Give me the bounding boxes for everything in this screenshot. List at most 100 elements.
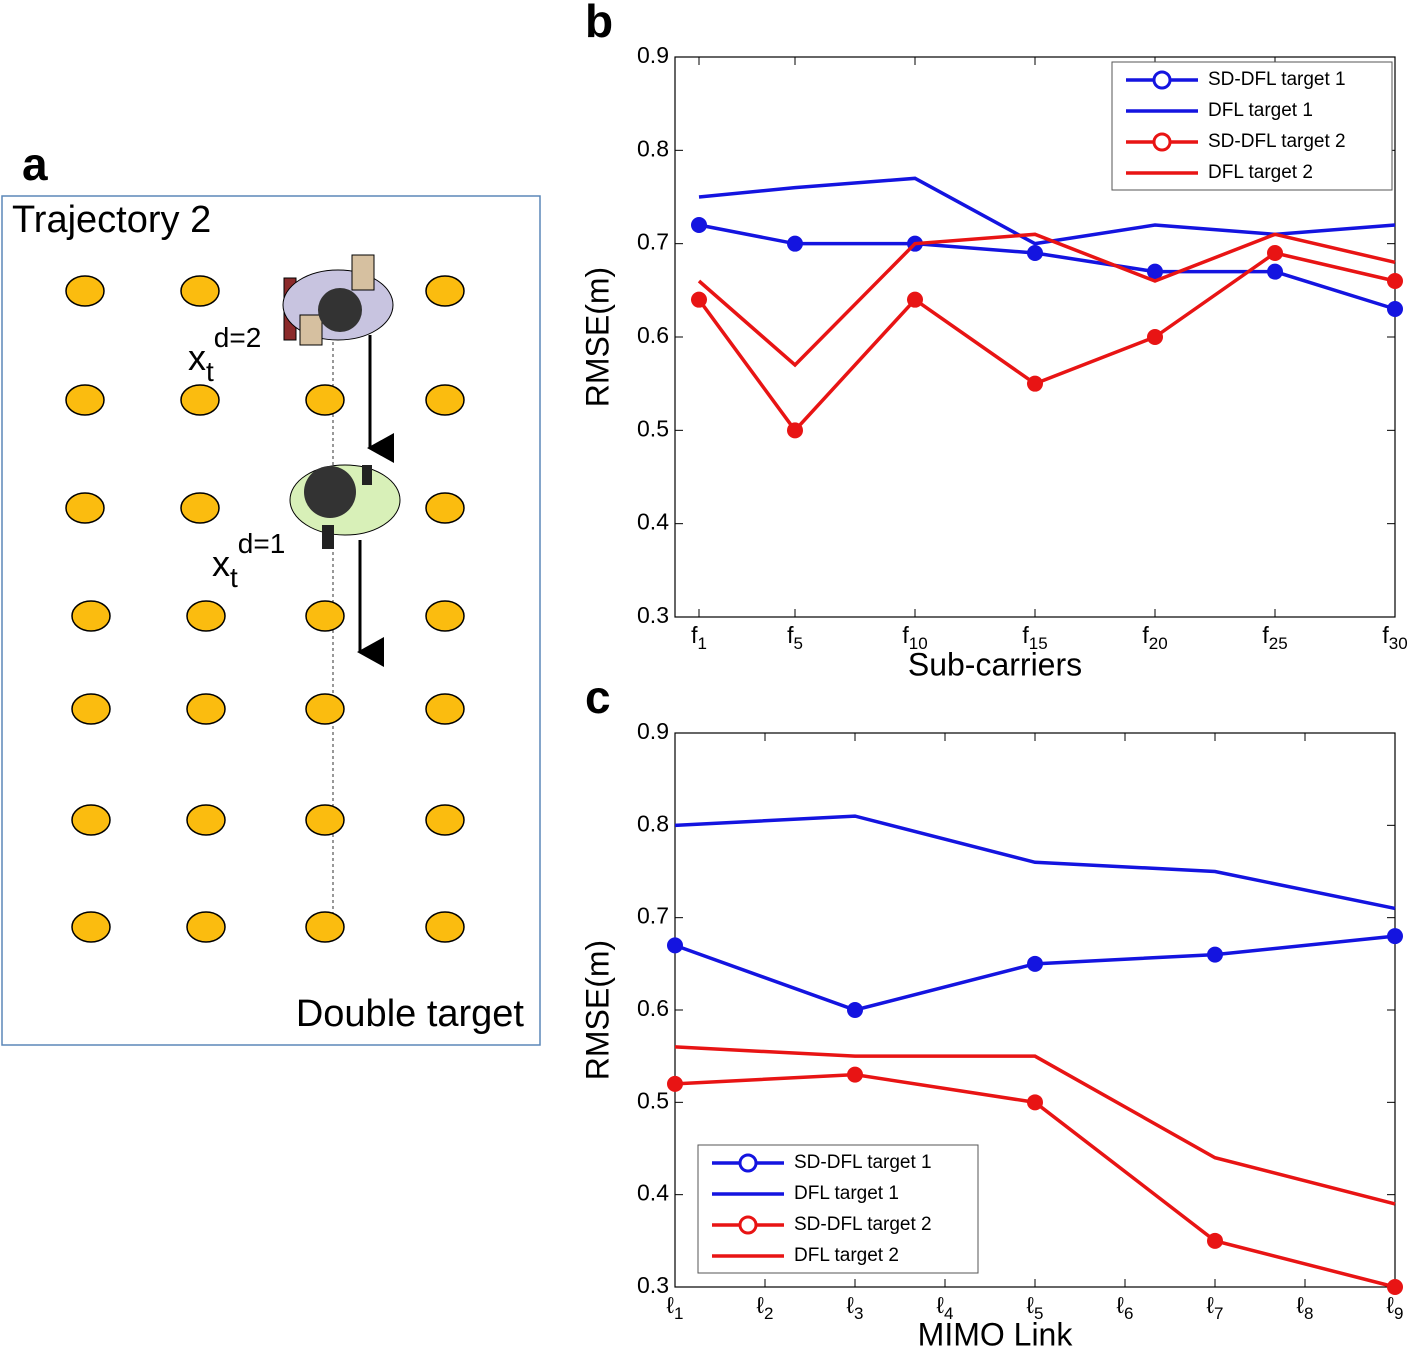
y-axis-label: RMSE(m) [579,940,615,1080]
legend-label: SD-DFL target 1 [1208,69,1346,90]
x-tick-label: ℓ4 [937,1292,954,1323]
legend-label: DFL target 2 [794,1245,899,1266]
data-point [787,235,803,252]
data-point [691,217,707,233]
floor-sensor [425,911,465,943]
data-point [1207,1232,1223,1249]
y-tick-label: 0.6 [637,995,669,1021]
legend-marker [1152,132,1172,152]
x-tick-label: f20 [1142,622,1167,653]
y-tick-label: 0.7 [637,229,669,255]
floor-sensor [180,275,220,307]
y-tick-label: 0.8 [637,810,669,836]
floor-sensor [71,693,111,725]
panel-label: a [22,138,48,190]
floor-sensor [305,804,345,836]
floor-sensor [305,911,345,943]
series-line [674,1045,1396,1206]
y-tick-label: 0.9 [637,718,669,744]
floor-sensor [425,600,465,632]
position-label: xtd=2 [188,322,261,387]
label-sup: d=1 [238,528,286,559]
data-point [1267,263,1283,280]
data-point [1267,245,1283,261]
panel-label: c [585,671,611,723]
y-tick-label: 0.4 [637,509,669,535]
legend-label: SD-DFL target 1 [794,1152,932,1173]
panel-label: b [585,0,613,47]
floor-sensor [71,600,111,632]
x-tick-label: ℓ8 [1297,1292,1314,1323]
diagram-frame [1,195,541,1046]
data-point [787,422,803,439]
floor-sensor [180,492,220,524]
person [282,254,394,346]
floor-sensor [425,492,465,524]
legend-label: SD-DFL target 2 [1208,131,1346,152]
series-line [674,814,1396,911]
data-point [1207,946,1223,963]
data-point [1147,263,1163,280]
y-tick-label: 0.6 [637,322,669,348]
y-tick-label: 0.3 [637,602,669,628]
data-point [847,1066,863,1083]
y-tick-label: 0.3 [637,1272,669,1298]
floor-sensor [186,804,226,836]
x-tick-label: ℓ7 [1207,1292,1224,1323]
x-tick-label: ℓ3 [847,1292,864,1323]
series-line [697,251,1396,434]
floor-sensor [65,492,105,524]
floor-sensor [186,911,226,943]
data-point [691,291,707,308]
y-tick-label: 0.9 [637,42,669,68]
floor-sensor [186,693,226,725]
x-tick-label: f15 [1022,622,1047,653]
y-tick-label: 0.5 [637,415,669,441]
data-point [1147,329,1163,345]
x-tick-label: f1 [691,622,707,653]
y-tick-label: 0.4 [637,1180,669,1206]
x-tick-label: f10 [902,622,927,653]
floor-sensor [425,693,465,725]
label-sub: t [206,356,214,387]
x-tick-label: ℓ1 [667,1292,684,1323]
floor-sensor [180,384,220,416]
label-sub: t [230,562,238,593]
floor-sensor [71,804,111,836]
data-point [667,1075,683,1092]
x-tick-label: f25 [1262,622,1287,653]
series-line [697,232,1396,368]
x-tick-label: ℓ5 [1027,1292,1044,1323]
label-sup: d=2 [214,322,262,353]
data-point [1387,301,1403,317]
y-axis-label: RMSE(m) [579,267,615,407]
data-point [907,291,923,308]
y-tick-label: 0.8 [637,135,669,161]
floor-sensor [65,384,105,416]
x-axis-label: MIMO Link [918,1316,1074,1352]
data-point [667,937,683,954]
diagram-title: Trajectory 2 [12,199,211,241]
person [289,464,401,549]
data-point [1027,955,1043,972]
data-point [1027,1094,1043,1111]
x-tick-label: f30 [1382,622,1407,653]
label-base: x [212,543,230,584]
y-tick-label: 0.7 [637,903,669,929]
data-point [1027,245,1043,261]
floor-sensor [425,384,465,416]
legend-label: DFL target 1 [794,1183,899,1204]
legend-label: SD-DFL target 2 [794,1214,932,1235]
floor-sensor [305,693,345,725]
x-axis-label: Sub-carriers [908,646,1082,682]
x-tick-label: ℓ2 [757,1292,774,1323]
floor-sensor [305,600,345,632]
data-point [1387,1279,1403,1295]
data-point [1387,928,1403,945]
floor-sensor [65,275,105,307]
data-point [847,1002,863,1018]
legend-marker [738,1215,758,1235]
legend-marker [1152,70,1172,90]
